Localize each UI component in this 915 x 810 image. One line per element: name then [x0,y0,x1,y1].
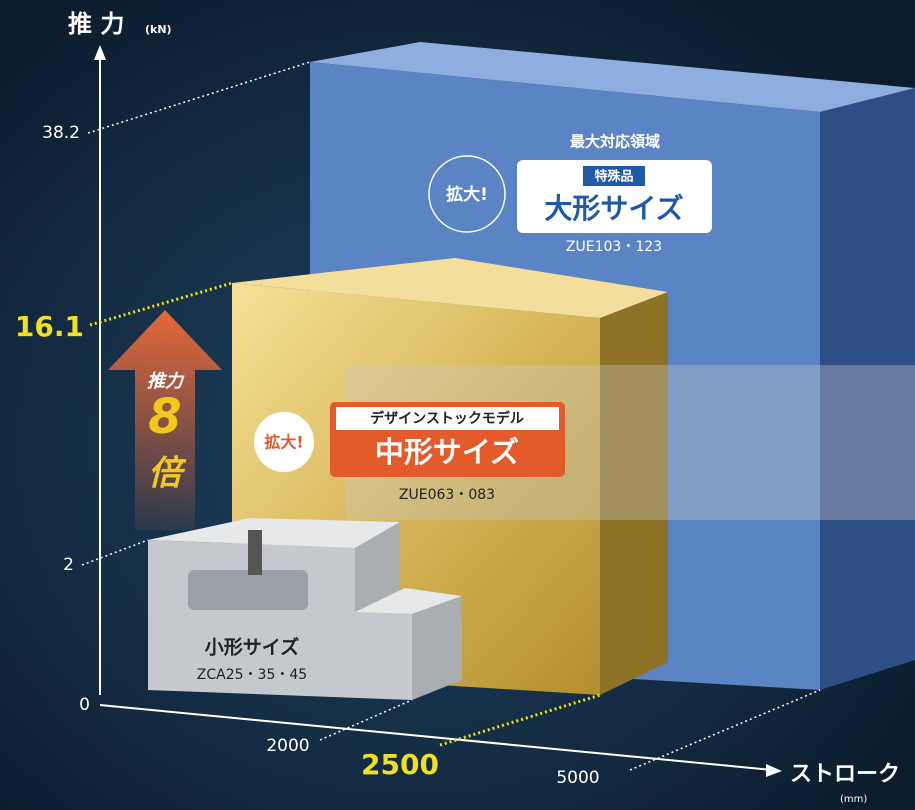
x-title: ストローク [790,762,900,787]
large-label-box [517,160,712,233]
badge-ring [428,155,506,233]
medium-badge-bg [254,412,314,472]
actuator-rod [248,530,262,575]
y-title: 推 力 [68,10,124,38]
large-badge: 拡大! [446,184,488,205]
small-models: ZCA25・35・45 [197,667,307,683]
medium-tag: デザインストックモデル [370,410,524,427]
large-tag-bg [583,166,645,186]
increase-arrow [108,310,222,530]
y-label: 16.1 [15,310,84,343]
x-arrow [766,764,782,777]
medium-models: ZUE063・083 [399,487,495,503]
guides [81,61,821,771]
medium-tag-bg [336,407,559,430]
actuator [188,570,308,610]
x-unit: (mm) [840,794,867,805]
medium-badge: 拡大! [264,433,303,452]
x-label: 5000 [556,768,599,788]
y-label: 2 [63,555,74,575]
large-tag: 特殊品 [594,169,633,185]
y-arrow [94,45,106,60]
y-label: 0 [79,695,90,715]
small-box-side2 [412,596,462,700]
arrow-bottom: 倍 [148,454,187,494]
large-box-side [820,88,915,690]
large-box-top [310,42,915,112]
large-caption: 最大対応領域 [570,133,660,151]
arrow-top: 推力 [147,371,185,392]
small-name: 小形サイズ [205,636,299,659]
medium-box-top [232,258,668,318]
x-label: 2500 [361,748,439,781]
medium-name: 中形サイズ [375,435,519,469]
medium-box-side [600,292,668,695]
y-label: 38.2 [42,123,80,143]
small-box-top [148,518,400,548]
y-unit: (kN) [145,23,172,36]
x-label: 2000 [266,736,309,756]
small-box-step-top [355,588,462,614]
arrow-number: 8 [148,389,181,445]
small-box-side [355,522,400,612]
x-axis [99,704,773,771]
large-name: 大形サイズ [544,192,683,225]
large-models: ZUE103・123 [566,239,662,255]
